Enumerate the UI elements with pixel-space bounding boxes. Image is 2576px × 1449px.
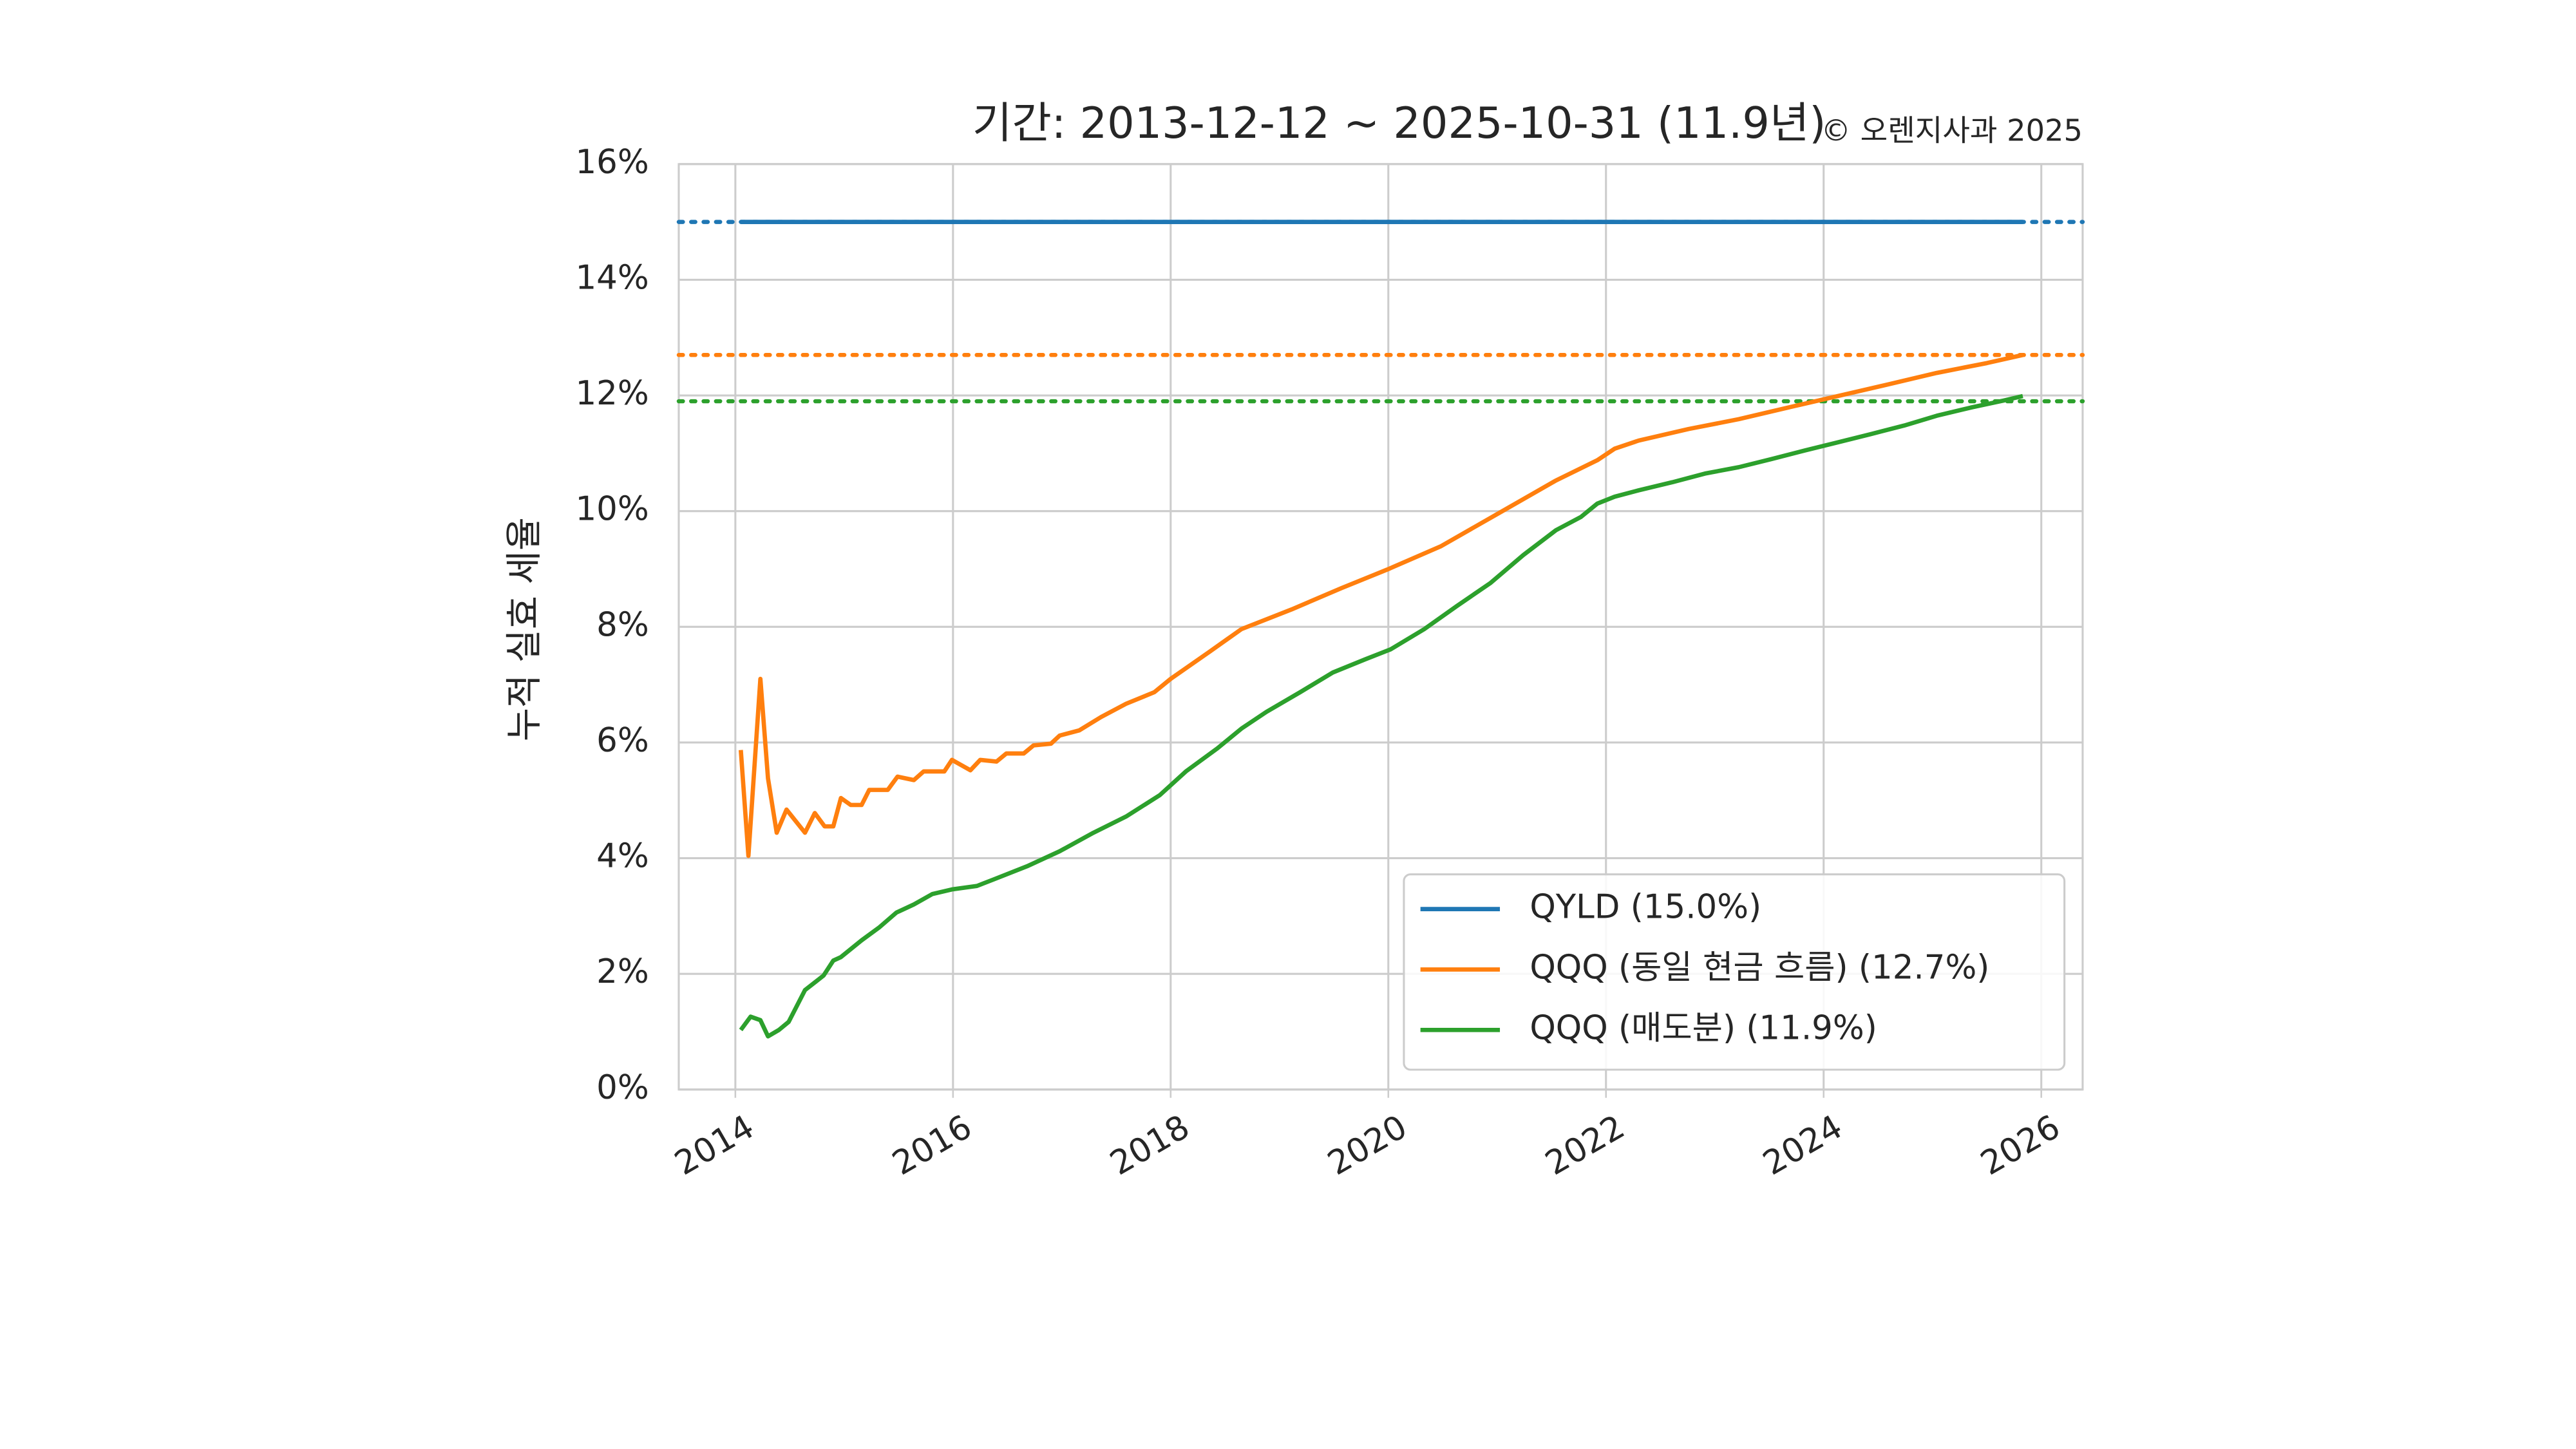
series-line [739,393,2023,1039]
y-axis-label: 누적 실효 세율 [504,517,545,741]
x-tick-label: 2018 [1104,1108,1196,1183]
y-tick-label: 8% [596,605,649,644]
y-tick-label: 2% [596,952,649,991]
x-tick-label: 2020 [1321,1108,1414,1183]
x-tick-label: 2014 [668,1108,761,1183]
x-tick-label: 2024 [1757,1108,1849,1183]
y-tick-label: 14% [575,258,649,297]
legend-box [1403,873,2066,1071]
y-tick-label: 12% [575,374,649,413]
y-tick-label: 6% [596,721,649,760]
y-tick-label: 16% [575,143,649,182]
x-tick-label: 2016 [886,1108,978,1183]
y-tick-label: 4% [596,837,649,876]
series-line [738,352,2023,858]
legend-label: QYLD (15.0%) [1530,888,1761,927]
y-tick-label: 0% [596,1068,649,1107]
x-tick-label: 2022 [1539,1108,1631,1183]
credit: © 오렌지사과 2025 [1821,113,2083,147]
legend: QYLD (15.0%) QQQ (동일 현금 흐름) (12.7%) QQQ (매… [1403,873,2066,1071]
legend-label: QQQ (매도분) (11.9%) [1530,1009,1877,1047]
y-tick-label: 10% [575,490,649,529]
x-tick-label: 2026 [1975,1108,2067,1183]
legend-label: QQQ (동일 현금 흐름) (12.7%) [1530,948,1989,987]
chart-title: 기간: 2013-12-12 ~ 2025-10-31 (11.9년) [972,98,1826,148]
plot-frame [677,163,2084,1091]
